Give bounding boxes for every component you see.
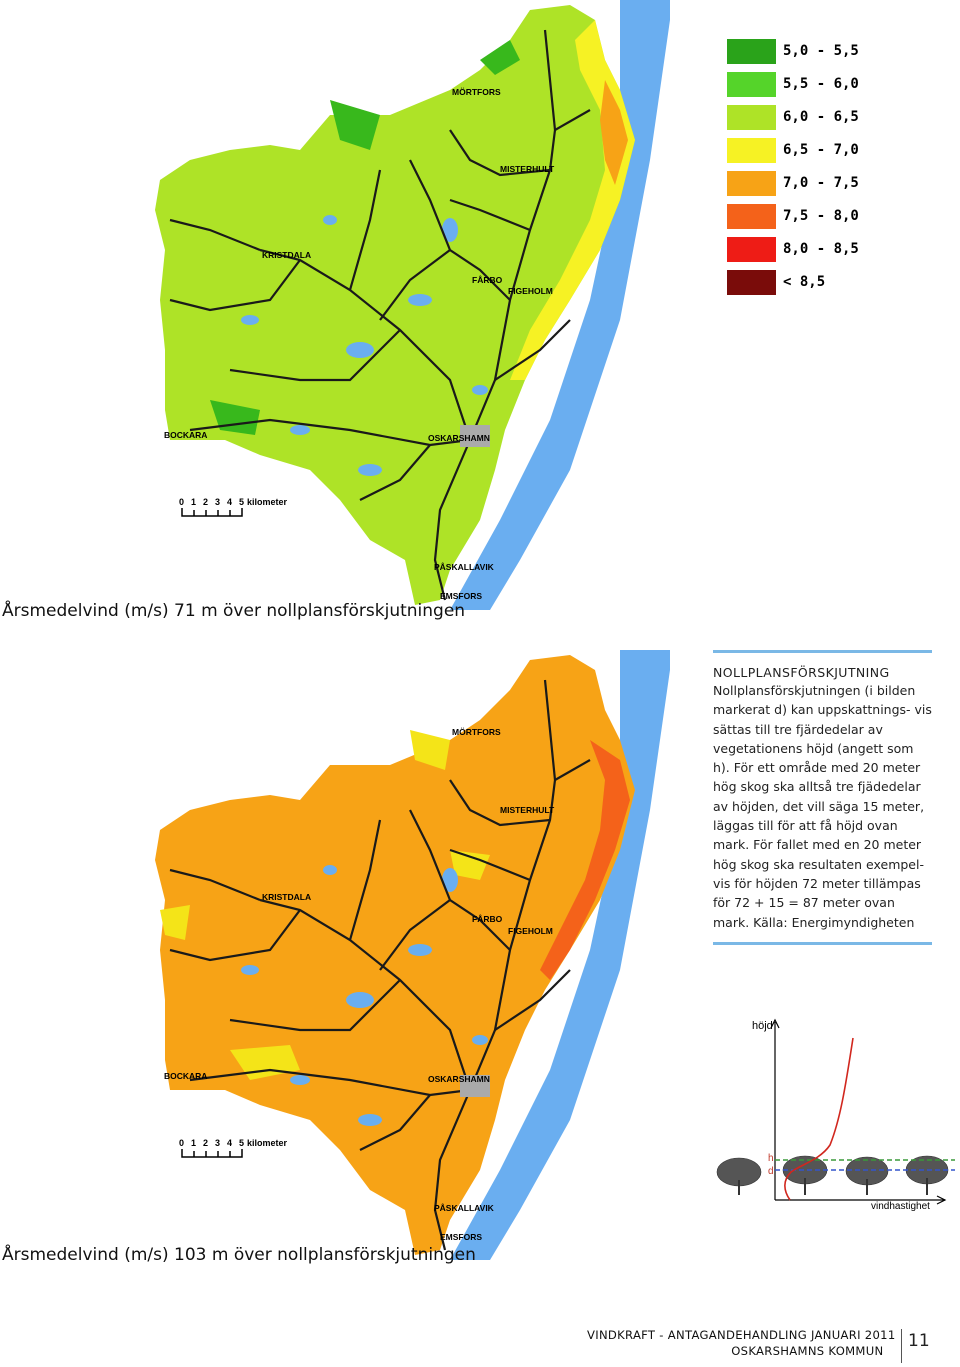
- legend-swatch: [727, 171, 776, 196]
- svg-text:5: 5: [239, 1138, 244, 1148]
- place-label: MÖRTFORS: [452, 727, 501, 737]
- legend-label: 6,0 - 6,5: [783, 109, 859, 125]
- map-caption-103m: Årsmedelvind (m/s) 103 m över nollplansf…: [2, 1245, 476, 1265]
- tree-silhouettes: [716, 1155, 949, 1195]
- lakes: [241, 215, 488, 476]
- h-label: h: [768, 1153, 774, 1164]
- svg-text:1: 1: [191, 497, 196, 507]
- wind-profile-diagram: höjd vindhastighet h d: [705, 1010, 960, 1215]
- place-label: MISTERHULT: [500, 805, 555, 815]
- low-wind-patch: [410, 730, 450, 770]
- place-label: PÅSKALLAVIK: [434, 562, 495, 572]
- svg-text:5: 5: [239, 497, 244, 507]
- scale-bar: 0 1 2 3 4 5 kilometer: [179, 497, 288, 517]
- place-label: EMSFORS: [440, 591, 482, 601]
- place-label: MISTERHULT: [500, 164, 555, 174]
- svg-text:1: 1: [191, 1138, 196, 1148]
- info-heading: NOLLPLANSFÖRSKJUTNING: [713, 665, 890, 680]
- legend-item: 6,5 - 7,0: [727, 138, 859, 171]
- svg-text:3: 3: [215, 1138, 220, 1148]
- legend-item: 6,0 - 6,5: [727, 105, 859, 138]
- legend-item: < 8,5: [727, 270, 859, 303]
- wind-speed-legend: 5,0 - 5,5 5,5 - 6,0 6,0 - 6,5 6,5 - 7,0 7,0 …: [727, 39, 859, 303]
- legend-label: 6,5 - 7,0: [783, 142, 859, 158]
- land-area: [155, 655, 635, 1255]
- lakes: [241, 865, 488, 1126]
- legend-item: 5,5 - 6,0: [727, 72, 859, 105]
- place-label: OSKARSHAMN: [428, 433, 490, 443]
- svg-text:0: 0: [179, 1138, 184, 1148]
- footer-municipality: OSKARSHAMNS KOMMUN: [731, 1344, 884, 1358]
- place-label: BOCKARA: [164, 1071, 207, 1081]
- place-label: KRISTDALA: [262, 250, 311, 260]
- svg-text:4: 4: [227, 497, 232, 507]
- legend-swatch: [727, 204, 776, 229]
- low-wind-patch: [160, 905, 190, 940]
- y-axis-label: höjd: [752, 1020, 773, 1032]
- legend-swatch: [727, 270, 776, 295]
- place-label: KRISTDALA: [262, 892, 311, 902]
- place-label: BOCKARA: [164, 430, 207, 440]
- legend-item: 7,0 - 7,5: [727, 171, 859, 204]
- legend-item: 7,5 - 8,0: [727, 204, 859, 237]
- svg-text:kilometer: kilometer: [247, 497, 288, 507]
- roads: [169, 29, 591, 601]
- info-body: Nollplansförskjutningen (i bilden marker…: [713, 683, 932, 930]
- place-label: FÅRBO: [472, 275, 503, 285]
- x-axis-label: vindhastighet: [871, 1201, 930, 1212]
- place-label: FÅRBO: [472, 914, 503, 924]
- svg-text:2: 2: [203, 1138, 208, 1148]
- place-label: PÅSKALLAVIK: [434, 1203, 495, 1213]
- legend-label: 5,0 - 5,5: [783, 43, 859, 59]
- place-label: FIGEHOLM: [508, 926, 553, 936]
- footer-title: VINDKRAFT - ANTAGANDEHANDLING JANUARI 20…: [587, 1328, 896, 1342]
- d-label: d: [768, 1166, 774, 1177]
- svg-text:2: 2: [203, 497, 208, 507]
- place-label: OSKARSHAMN: [428, 1074, 490, 1084]
- legend-item: 5,0 - 5,5: [727, 39, 859, 72]
- wind-map-71m: MÖRTFORS MISTERHULT KRISTDALA FÅRBO FIGE…: [150, 0, 670, 610]
- town-area: [460, 1075, 490, 1097]
- legend-label: 5,5 - 6,0: [783, 76, 859, 92]
- legend-swatch: [727, 237, 776, 262]
- high-wind-patch: [480, 40, 520, 75]
- svg-text:3: 3: [215, 497, 220, 507]
- legend-swatch: [727, 105, 776, 130]
- map-caption-71m: Årsmedelvind (m/s) 71 m över nollplansfö…: [2, 601, 466, 621]
- footer-divider: [901, 1329, 902, 1363]
- roads: [169, 679, 591, 1251]
- legend-label: 7,0 - 7,5: [783, 175, 859, 191]
- info-box: NOLLPLANSFÖRSKJUTNING Nollplansförskjutn…: [713, 650, 932, 945]
- high-wind-patch: [330, 100, 380, 150]
- page-footer: VINDKRAFT - ANTAGANDEHANDLING JANUARI 20…: [587, 1327, 896, 1359]
- place-label: EMSFORS: [440, 1232, 482, 1242]
- legend-item: 8,0 - 8,5: [727, 237, 859, 270]
- place-label: FIGEHOLM: [508, 286, 553, 296]
- sea-area: [450, 0, 670, 610]
- scale-bar: 0 1 2 3 4 5 kilometer: [179, 1138, 288, 1158]
- sea-area: [450, 650, 670, 1260]
- svg-text:4: 4: [227, 1138, 232, 1148]
- legend-label: < 8,5: [783, 274, 826, 290]
- legend-swatch: [727, 138, 776, 163]
- coastal-band-red: [540, 740, 630, 980]
- legend-label: 7,5 - 8,0: [783, 208, 859, 224]
- svg-text:kilometer: kilometer: [247, 1138, 288, 1148]
- land-area: [155, 5, 635, 605]
- low-wind-patch: [450, 850, 490, 880]
- legend-swatch: [727, 39, 776, 64]
- page-number: 11: [908, 1331, 930, 1351]
- wind-profile-curve: [784, 1037, 854, 1201]
- coastal-band-orange: [600, 80, 628, 185]
- svg-text:0: 0: [179, 497, 184, 507]
- legend-swatch: [727, 72, 776, 97]
- town-area: [460, 425, 490, 447]
- wind-map-103m: MÖRTFORS MISTERHULT KRISTDALA FÅRBO FIGE…: [150, 650, 670, 1260]
- place-label: MÖRTFORS: [452, 87, 501, 97]
- legend-label: 8,0 - 8,5: [783, 241, 859, 257]
